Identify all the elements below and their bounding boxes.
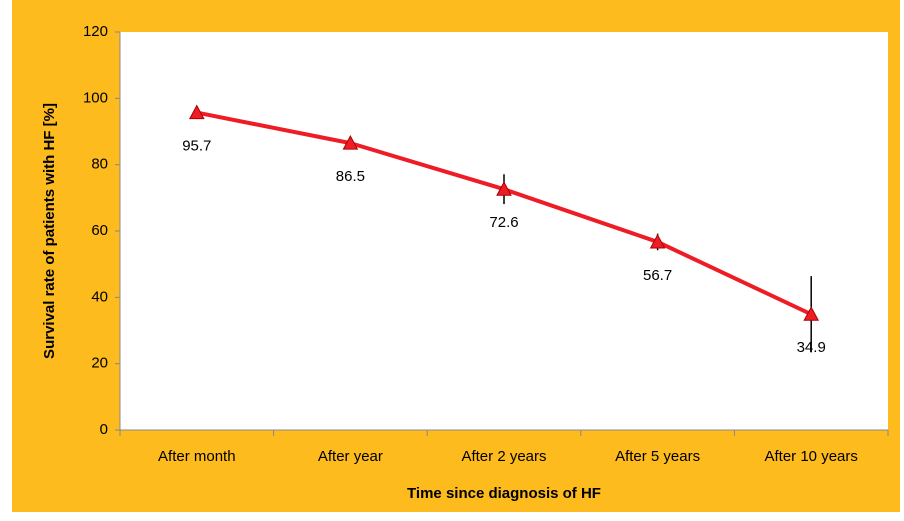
y-tick-label: 60 (91, 222, 108, 239)
data-label: 34.9 (797, 339, 826, 356)
x-tick-label: After 10 years (765, 448, 858, 465)
x-tick-label: After year (318, 448, 383, 465)
x-tick-label: After 2 years (461, 448, 546, 465)
y-tick-label: 20 (91, 355, 108, 372)
marker (342, 135, 359, 150)
y-tick-label: 120 (83, 23, 108, 40)
data-label: 56.7 (643, 267, 672, 284)
data-label: 95.7 (182, 138, 211, 155)
y-tick-label: 100 (83, 89, 108, 106)
marker (496, 181, 512, 196)
y-tick-label: 0 (100, 421, 108, 438)
marker (649, 233, 666, 249)
data-label: 72.6 (489, 214, 518, 231)
data-label: 86.5 (336, 168, 365, 185)
x-tick-label: After month (158, 448, 236, 465)
marker (803, 306, 820, 321)
y-tick-label: 40 (91, 288, 108, 305)
plot-area (120, 32, 888, 430)
y-axis-title: Survival rate of patients with HF [%] (41, 103, 58, 359)
x-tick-label: After 5 years (615, 448, 700, 465)
x-axis-title: Time since diagnosis of HF (407, 485, 601, 502)
y-tick-label: 80 (91, 156, 108, 173)
marker (188, 104, 205, 120)
